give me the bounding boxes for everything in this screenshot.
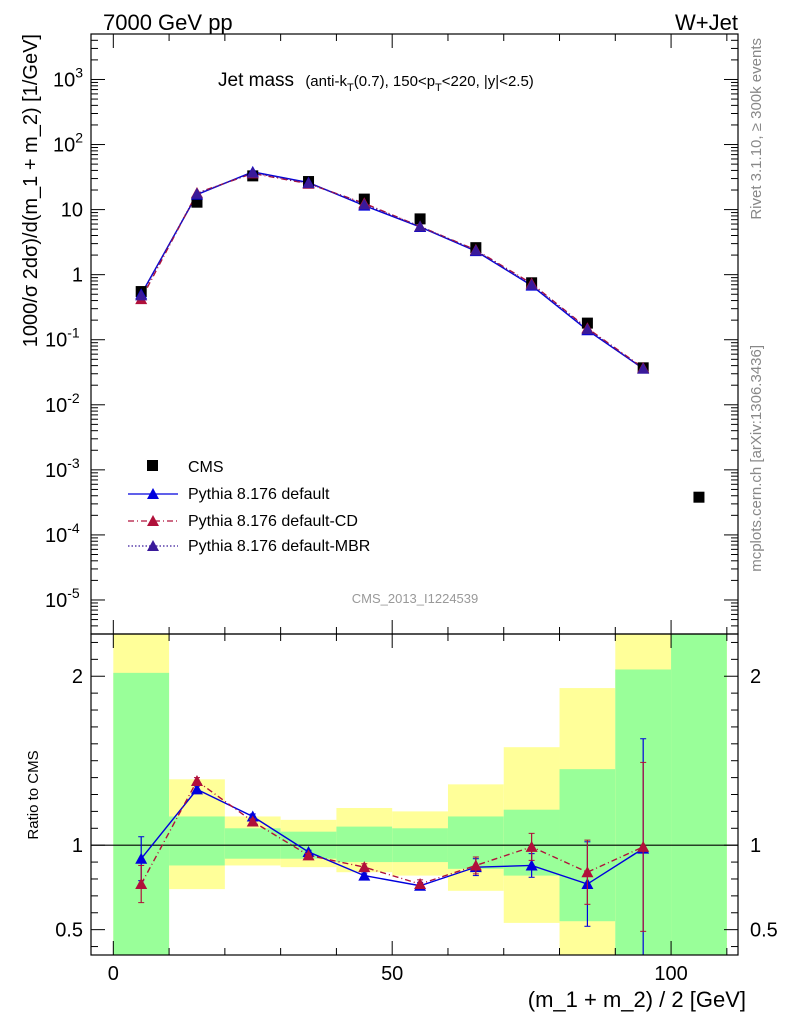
legend: CMS Pythia 8.176 default Pythia 8.176 de… xyxy=(128,459,370,555)
ratio-point-1-5 xyxy=(414,878,427,890)
title-sub-5: <220, |y|<2.5) xyxy=(442,73,534,90)
ratio-uncertainty-bands xyxy=(113,634,727,955)
main-y-tick-label-4: 10-1 xyxy=(45,325,80,352)
ratio-point-1-0 xyxy=(135,878,148,890)
ratio-point-0-4 xyxy=(358,869,371,881)
main-y-tick-exponent-1: 2 xyxy=(75,130,83,146)
ratio-y-tick-label-left-1: 1 xyxy=(72,835,83,857)
main-point-3-1 xyxy=(190,187,203,199)
main-point-3-5 xyxy=(414,220,427,232)
main-y-tick-label-1: 102 xyxy=(53,130,83,157)
title-sub-1: (anti-k xyxy=(305,73,347,90)
header-left-label: 7000 GeV pp xyxy=(103,10,233,35)
ratio-band-green-0 xyxy=(113,672,170,955)
ratio-y-tick-label-left-0: 0.5 xyxy=(55,920,83,942)
main-point-3-9 xyxy=(637,362,650,374)
ratio-band-green-4 xyxy=(336,826,393,863)
ratio-y-tick-label-right-0: 0.5 xyxy=(750,920,778,942)
main-y-tick-base-6: 10 xyxy=(45,460,67,482)
main-y-tick-exponent-6: -3 xyxy=(67,455,80,471)
ratio-y-tick-label-right-2: 2 xyxy=(750,666,761,688)
ratio-point-0-1 xyxy=(190,783,203,795)
main-y-tick-base-4: 10 xyxy=(45,330,67,352)
main-point-3-0 xyxy=(135,289,148,301)
rivet-version-label: Rivet 3.1.10, ≥ 300k events xyxy=(748,38,765,220)
main-series-line-1 xyxy=(140,171,644,370)
main-y-tick-base-0: 10 xyxy=(53,69,75,91)
ratio-y-tick-label-left-2: 2 xyxy=(72,666,83,688)
ratio-point-1-3 xyxy=(302,849,315,861)
ratio-series-line-0 xyxy=(140,788,644,887)
main-y-tick-base-8: 10 xyxy=(45,590,67,612)
legend-marker-default xyxy=(147,488,159,499)
ratio-point-1-2 xyxy=(246,815,259,827)
ratio-point-0-7 xyxy=(525,859,538,871)
ratio-point-0-0 xyxy=(135,852,148,864)
main-y-tick-label-8: 10-5 xyxy=(45,585,80,612)
main-point-3-8 xyxy=(581,323,594,335)
legend-label-cms: CMS xyxy=(188,459,224,476)
main-y-tick-base-2: 10 xyxy=(61,200,83,222)
title-main: Jet mass xyxy=(218,70,294,91)
ratio-point-1-7 xyxy=(525,840,538,852)
main-y-tick-label-2: 10 xyxy=(61,200,83,222)
analysis-watermark: CMS_2013_I1224539 xyxy=(352,591,479,606)
chart-title: Jet mass (anti-kT(0.7), 150<pT<220, |y|<… xyxy=(218,70,534,94)
ratio-y-axis-label: Ratio to CMS xyxy=(25,750,42,839)
ratio-point-1-6 xyxy=(469,859,482,871)
main-y-tick-exponent-0: 3 xyxy=(75,64,83,80)
ratio-point-1-4 xyxy=(358,861,371,873)
main-point-3-7 xyxy=(525,278,538,290)
main-y-tick-base-7: 10 xyxy=(45,525,67,547)
main-y-tick-exponent-7: -4 xyxy=(67,520,80,536)
ratio-point-1-9 xyxy=(637,840,650,852)
main-y-tick-exponent-8: -5 xyxy=(67,585,80,601)
legend-marker-mbr xyxy=(147,540,159,551)
x-tick-label-1: 50 xyxy=(381,963,403,985)
main-series-layer xyxy=(135,165,705,503)
cms-data-point-10 xyxy=(693,491,705,503)
ratio-point-1-8 xyxy=(581,866,594,878)
main-y-axis-label: 1000/σ 2dσ)/d(m_1 + m_2) [1/GeV] xyxy=(20,34,42,347)
main-point-3-6 xyxy=(469,244,482,256)
cms-data-point-5 xyxy=(414,213,426,225)
main-y-tick-base-1: 10 xyxy=(53,135,75,157)
main-y-tick-label-3: 1 xyxy=(72,265,83,287)
main-y-tick-label-6: 10-3 xyxy=(45,455,80,482)
title-sub-4: T xyxy=(435,82,442,94)
ratio-y-tick-label-right-1: 1 xyxy=(750,835,761,857)
legend-label-mbr: Pythia 8.176 default-MBR xyxy=(188,538,370,555)
header-right-label: W+Jet xyxy=(675,10,738,35)
main-y-tick-exponent-4: -1 xyxy=(67,325,80,341)
title-sub-2: T xyxy=(347,82,354,94)
title-sub-3: (0.7), 150<p xyxy=(354,73,435,90)
legend-marker-cd xyxy=(147,515,159,526)
main-series-line-3 xyxy=(140,171,644,370)
main-y-tick-base-3: 1 xyxy=(72,265,83,287)
ratio-band-green-10 xyxy=(671,634,727,955)
mcplots-label: mcplots.cern.ch [arXiv:1306.3436] xyxy=(748,345,765,572)
main-series-line-2 xyxy=(140,172,644,369)
legend-label-default: Pythia 8.176 default xyxy=(188,486,330,503)
x-axis-label: (m_1 + m_2) / 2 [GeV] xyxy=(528,987,746,1012)
main-y-tick-label-0: 103 xyxy=(53,64,83,91)
ratio-band-green-1 xyxy=(169,816,225,866)
main-point-3-4 xyxy=(358,198,371,210)
main-y-tick-label-5: 10-2 xyxy=(45,390,80,417)
ratio-series-layer xyxy=(91,738,738,956)
legend-marker-cms xyxy=(147,460,158,471)
legend-label-cd: Pythia 8.176 default-CD xyxy=(188,513,358,530)
main-point-3-2 xyxy=(246,166,259,178)
main-point-3-3 xyxy=(302,177,315,189)
main-y-tick-base-5: 10 xyxy=(45,395,67,417)
ratio-point-1-1 xyxy=(190,774,203,786)
x-tick-label-2: 100 xyxy=(654,963,687,985)
main-y-tick-label-7: 10-4 xyxy=(45,520,80,547)
main-y-tick-exponent-5: -2 xyxy=(67,390,80,406)
cms-data-point-1 xyxy=(191,196,203,208)
x-tick-label-0: 0 xyxy=(108,963,119,985)
